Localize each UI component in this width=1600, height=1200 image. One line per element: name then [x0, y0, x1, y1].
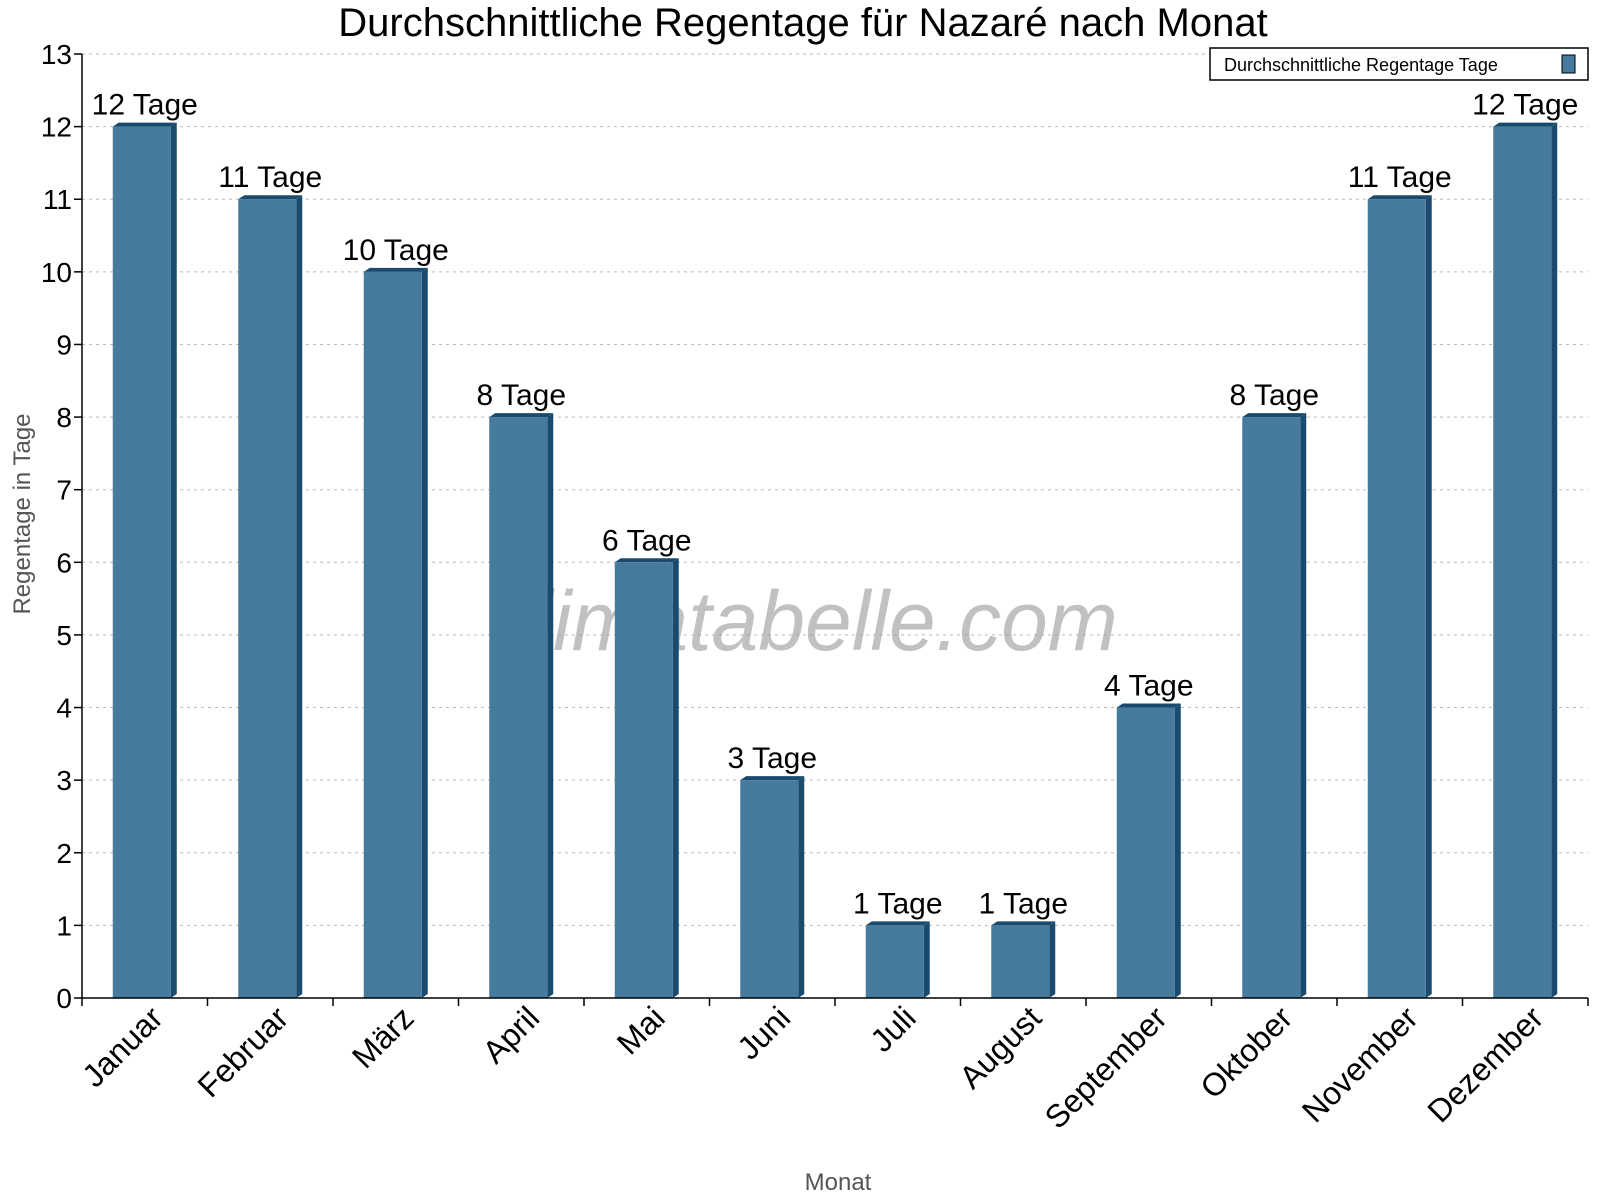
- bar-top: [614, 558, 679, 563]
- x-tick-label: September: [1038, 999, 1174, 1135]
- data-label: 4 Tage: [1104, 670, 1194, 703]
- data-label: 3 Tage: [727, 742, 817, 775]
- y-tick-label: 11: [43, 184, 72, 215]
- bar-group: 12 Tage: [92, 89, 198, 999]
- bar-group: 1 Tage: [978, 887, 1068, 998]
- bar-side: [547, 413, 554, 999]
- data-label: 1 Tage: [978, 887, 1068, 920]
- bar: [865, 925, 924, 998]
- data-label: 12 Tage: [92, 89, 198, 122]
- bar-top: [865, 921, 930, 926]
- bar: [363, 271, 422, 998]
- bar: [1116, 707, 1175, 998]
- data-label: 12 Tage: [1472, 89, 1578, 122]
- y-tick-label: 6: [56, 547, 72, 578]
- data-label: 8 Tage: [1229, 379, 1319, 412]
- bar-side: [798, 776, 805, 998]
- bar-group: 11 Tage: [1348, 161, 1452, 998]
- chart-title: Durchschnittliche Regentage für Nazaré n…: [338, 1, 1267, 45]
- bar-group: 8 Tage: [1229, 379, 1319, 999]
- bar-top: [1493, 122, 1558, 127]
- x-axis-title: Monat: [805, 1169, 872, 1196]
- data-label: 6 Tage: [602, 524, 692, 557]
- y-tick-label: 0: [56, 983, 72, 1014]
- y-tick-label: 10: [41, 257, 72, 288]
- data-label: 10 Tage: [343, 234, 449, 267]
- bar: [991, 925, 1050, 998]
- bar-side: [296, 195, 303, 998]
- bar: [489, 417, 548, 999]
- y-tick-label: 5: [56, 620, 72, 651]
- bar-top: [363, 267, 428, 272]
- bar-group: 10 Tage: [343, 234, 449, 998]
- bar-group: 3 Tage: [727, 742, 817, 998]
- bar-group: 1 Tage: [853, 887, 943, 998]
- bar-top: [112, 122, 177, 127]
- bar-side: [170, 122, 177, 999]
- legend: Durchschnittliche Regentage Tage: [1209, 47, 1589, 81]
- bar-side: [1551, 122, 1558, 999]
- bar: [1493, 126, 1552, 999]
- bar: [614, 562, 673, 998]
- x-tick-label: Januar: [75, 999, 170, 1094]
- bar-group: 6 Tage: [602, 524, 692, 998]
- bar-top: [238, 195, 303, 200]
- y-tick-label: 4: [56, 693, 72, 724]
- watermark: klimatabelle.com: [492, 574, 1118, 668]
- data-label: 11 Tage: [218, 161, 322, 194]
- y-tick-label: 13: [41, 39, 72, 70]
- bar-group: 11 Tage: [218, 161, 322, 998]
- x-tick-label: März: [345, 999, 421, 1075]
- bar-top: [1367, 195, 1432, 200]
- bar-side: [1300, 413, 1307, 999]
- bar-top: [489, 413, 554, 418]
- data-label: 8 Tage: [476, 379, 566, 412]
- data-label: 11 Tage: [1348, 161, 1452, 194]
- bar-side: [1425, 195, 1432, 998]
- y-tick-label: 9: [56, 329, 72, 360]
- x-tick-label: November: [1295, 999, 1425, 1129]
- bar-group: 4 Tage: [1104, 670, 1194, 998]
- bar: [112, 126, 171, 999]
- legend-box: [1209, 47, 1589, 81]
- x-tick-label: Februar: [191, 999, 296, 1104]
- y-tick-label: 3: [56, 765, 72, 796]
- bar: [740, 780, 799, 998]
- y-tick-label: 12: [41, 112, 72, 143]
- bar-side: [1049, 921, 1056, 998]
- bar-top: [1116, 703, 1181, 708]
- bar-top: [1242, 413, 1307, 418]
- bar: [238, 199, 297, 998]
- x-tick-label: Juni: [730, 999, 797, 1066]
- y-tick-label: 2: [56, 838, 72, 869]
- data-label: 1 Tage: [853, 887, 943, 920]
- bar-top: [740, 776, 805, 781]
- x-tick-label: Mai: [610, 999, 672, 1061]
- bar-side: [923, 921, 930, 998]
- bar: [1367, 199, 1426, 998]
- x-tick-label: Juli: [863, 999, 922, 1058]
- x-tick-label: August: [952, 999, 1048, 1095]
- bar-side: [421, 267, 428, 998]
- x-tick-label: Oktober: [1193, 999, 1299, 1105]
- bar-side: [1174, 703, 1181, 998]
- x-tick-label: Dezember: [1420, 999, 1550, 1129]
- x-tick-label: April: [475, 999, 546, 1070]
- bar-group: 12 Tage: [1472, 89, 1578, 999]
- bar-side: [672, 558, 679, 998]
- bars: 12 Tage 11 Tage 10 Tage 8 Tage 6 Tage 3 Tage 1…: [92, 89, 1578, 999]
- bar: [1242, 417, 1301, 999]
- y-tick-label: 8: [56, 402, 72, 433]
- legend-label: Durchschnittliche Regentage Tage: [1224, 55, 1498, 75]
- y-tick-label: 1: [56, 910, 72, 941]
- y-tick-label: 7: [56, 475, 72, 506]
- y-axis-title: Regentage in Tage: [9, 413, 36, 614]
- bar-group: 8 Tage: [476, 379, 566, 999]
- legend-swatch: [1561, 54, 1576, 74]
- bar-top: [991, 921, 1056, 926]
